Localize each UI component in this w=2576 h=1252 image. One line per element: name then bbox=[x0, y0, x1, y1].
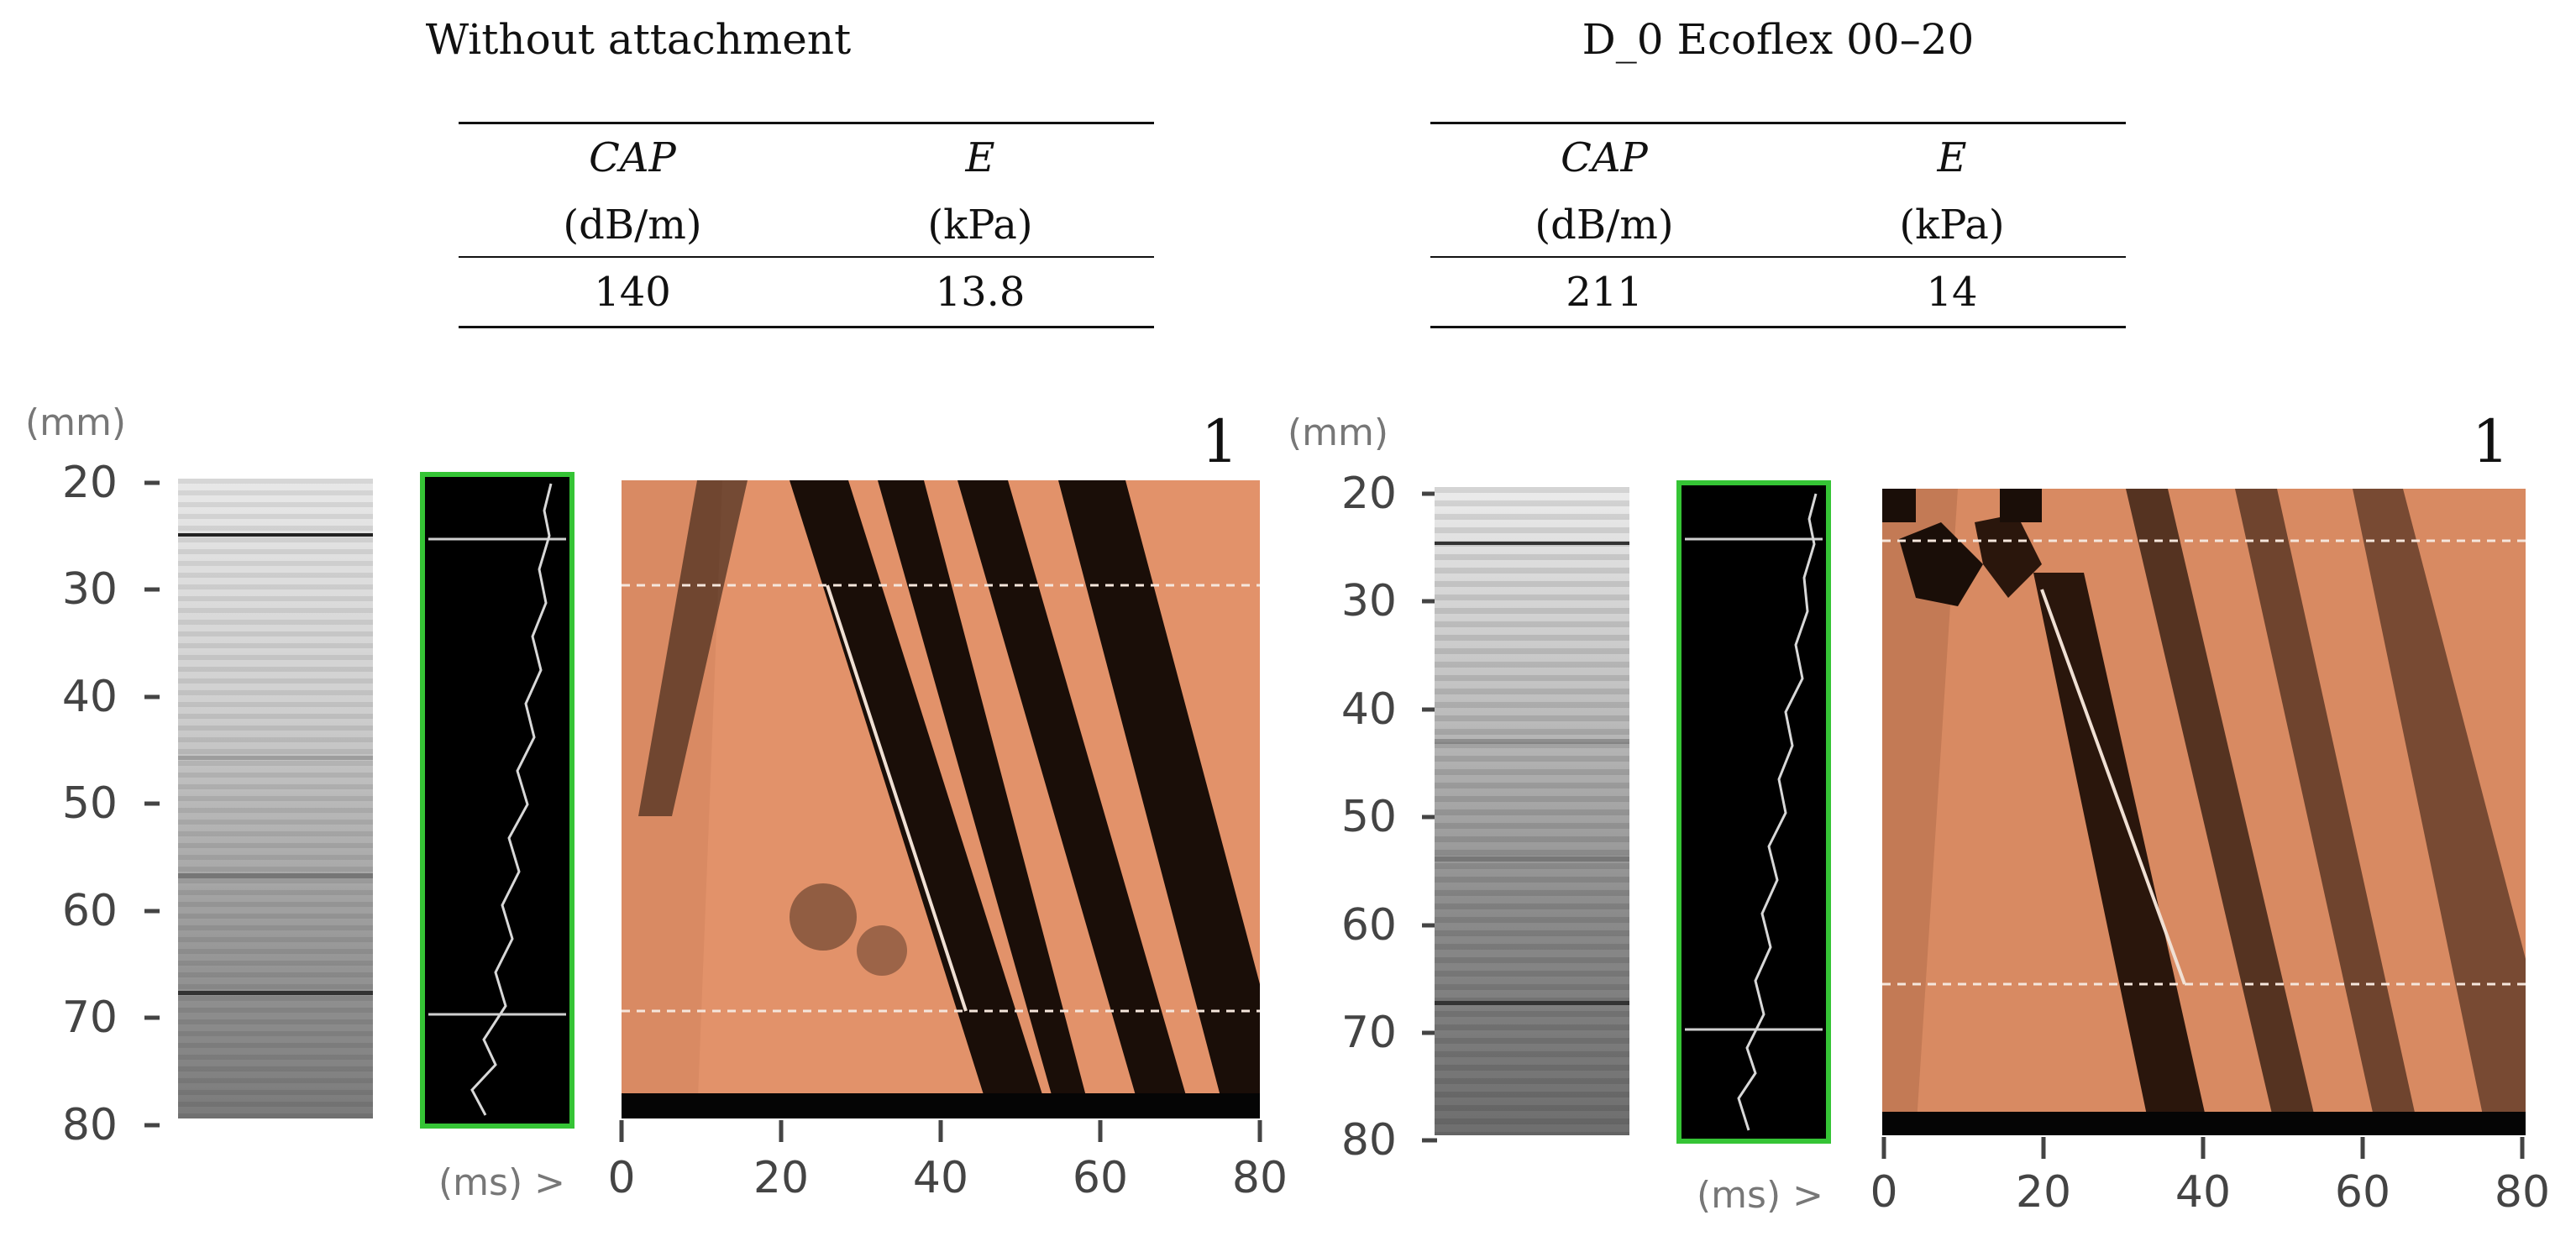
panel-title: Without attachment bbox=[425, 15, 852, 64]
y-tick: 30 bbox=[1340, 576, 1397, 626]
x-tick: 20 bbox=[2015, 1167, 2072, 1218]
y-tick: 80 bbox=[61, 1100, 118, 1150]
table-value-e: 14 bbox=[1926, 269, 1978, 316]
y-tick: 50 bbox=[61, 778, 118, 829]
a-mode-trace-box bbox=[1676, 480, 1831, 1144]
table-unit-cap: (dB/m) bbox=[563, 202, 702, 249]
table-value-e: 13.8 bbox=[935, 269, 1026, 316]
panel-d0-ecoflex: D_0 Ecoflex 00–20 CAP E (dB/m) (kPa) 211… bbox=[1288, 0, 2576, 1252]
table-unit-e: (kPa) bbox=[1899, 202, 2005, 249]
table-mid-rule bbox=[459, 256, 1154, 258]
x-tick: 0 bbox=[607, 1153, 636, 1203]
table-value-cap: 140 bbox=[594, 269, 671, 316]
figure-number: 1 bbox=[1201, 407, 1239, 476]
table-value-cap: 211 bbox=[1566, 269, 1643, 316]
x-tick-marks bbox=[1881, 1137, 2525, 1159]
y-tick: 70 bbox=[1340, 1008, 1397, 1058]
elastogram-image bbox=[1882, 489, 2526, 1135]
y-axis-unit: (mm) bbox=[1288, 411, 1389, 454]
y-tick: 60 bbox=[1340, 900, 1397, 951]
x-tick: 60 bbox=[1072, 1153, 1129, 1203]
table-header-e: E bbox=[965, 134, 995, 181]
ultrasound-a-mode-strip bbox=[178, 479, 373, 1118]
y-tick: 20 bbox=[1340, 469, 1397, 519]
x-tick: 80 bbox=[1231, 1153, 1288, 1203]
table-bottom-rule bbox=[1430, 326, 2126, 328]
table-header-e: E bbox=[1937, 134, 1967, 181]
y-tick-marks bbox=[1422, 491, 1437, 1143]
x-tick: 40 bbox=[912, 1153, 969, 1203]
x-tick: 0 bbox=[1870, 1167, 1898, 1218]
table-unit-e: (kPa) bbox=[927, 202, 1033, 249]
y-tick: 80 bbox=[1340, 1115, 1397, 1166]
y-tick: 60 bbox=[61, 886, 118, 936]
x-axis-unit: (ms) > bbox=[438, 1161, 565, 1204]
x-tick-marks bbox=[619, 1120, 1262, 1142]
y-tick: 40 bbox=[61, 672, 118, 722]
y-tick-marks bbox=[144, 480, 160, 1128]
panel-title: D_0 Ecoflex 00–20 bbox=[1582, 15, 1975, 64]
table-unit-cap: (dB/m) bbox=[1535, 202, 1674, 249]
y-tick: 70 bbox=[61, 993, 118, 1043]
table-top-rule bbox=[459, 122, 1154, 124]
table-top-rule bbox=[1430, 122, 2126, 124]
y-tick: 20 bbox=[61, 458, 118, 508]
table-header-cap: CAP bbox=[1561, 134, 1648, 181]
table-bottom-rule bbox=[459, 326, 1154, 328]
ultrasound-a-mode-strip bbox=[1435, 487, 1629, 1135]
y-tick: 30 bbox=[61, 564, 118, 615]
figure-number: 1 bbox=[2472, 407, 2510, 476]
x-axis-unit: (ms) > bbox=[1697, 1174, 1823, 1217]
x-tick: 40 bbox=[2175, 1167, 2232, 1218]
panel-without-attachment: Without attachment CAP E (dB/m) (kPa) 14… bbox=[25, 15, 1288, 1204]
elastogram-image bbox=[622, 480, 1260, 1118]
y-axis-unit: (mm) bbox=[25, 401, 127, 444]
x-tick: 20 bbox=[753, 1153, 810, 1203]
y-tick: 40 bbox=[1340, 684, 1397, 735]
y-tick: 50 bbox=[1340, 792, 1397, 842]
x-tick: 60 bbox=[2334, 1167, 2391, 1218]
a-mode-trace-box bbox=[420, 472, 574, 1129]
table-mid-rule bbox=[1430, 256, 2126, 258]
x-tick: 80 bbox=[2494, 1167, 2551, 1218]
table-header-cap: CAP bbox=[589, 134, 676, 181]
